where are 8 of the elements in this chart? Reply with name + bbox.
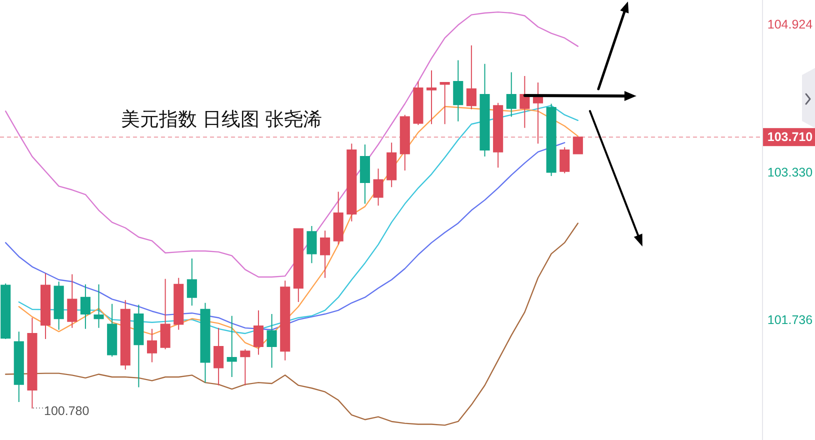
title: 美元指数 日线图 张尧浠 bbox=[121, 110, 322, 130]
ref-label: 103.710 bbox=[763, 128, 815, 146]
y-tick-label: 101.736 bbox=[767, 312, 813, 327]
annotation: 100.780 bbox=[32, 404, 90, 418]
ref-line-label: 103.710 bbox=[767, 130, 813, 144]
y-tick-label: 103.330 bbox=[767, 165, 813, 180]
y-tick-label: 104.924 bbox=[767, 18, 813, 32]
annotation: 100.780 bbox=[44, 404, 90, 418]
